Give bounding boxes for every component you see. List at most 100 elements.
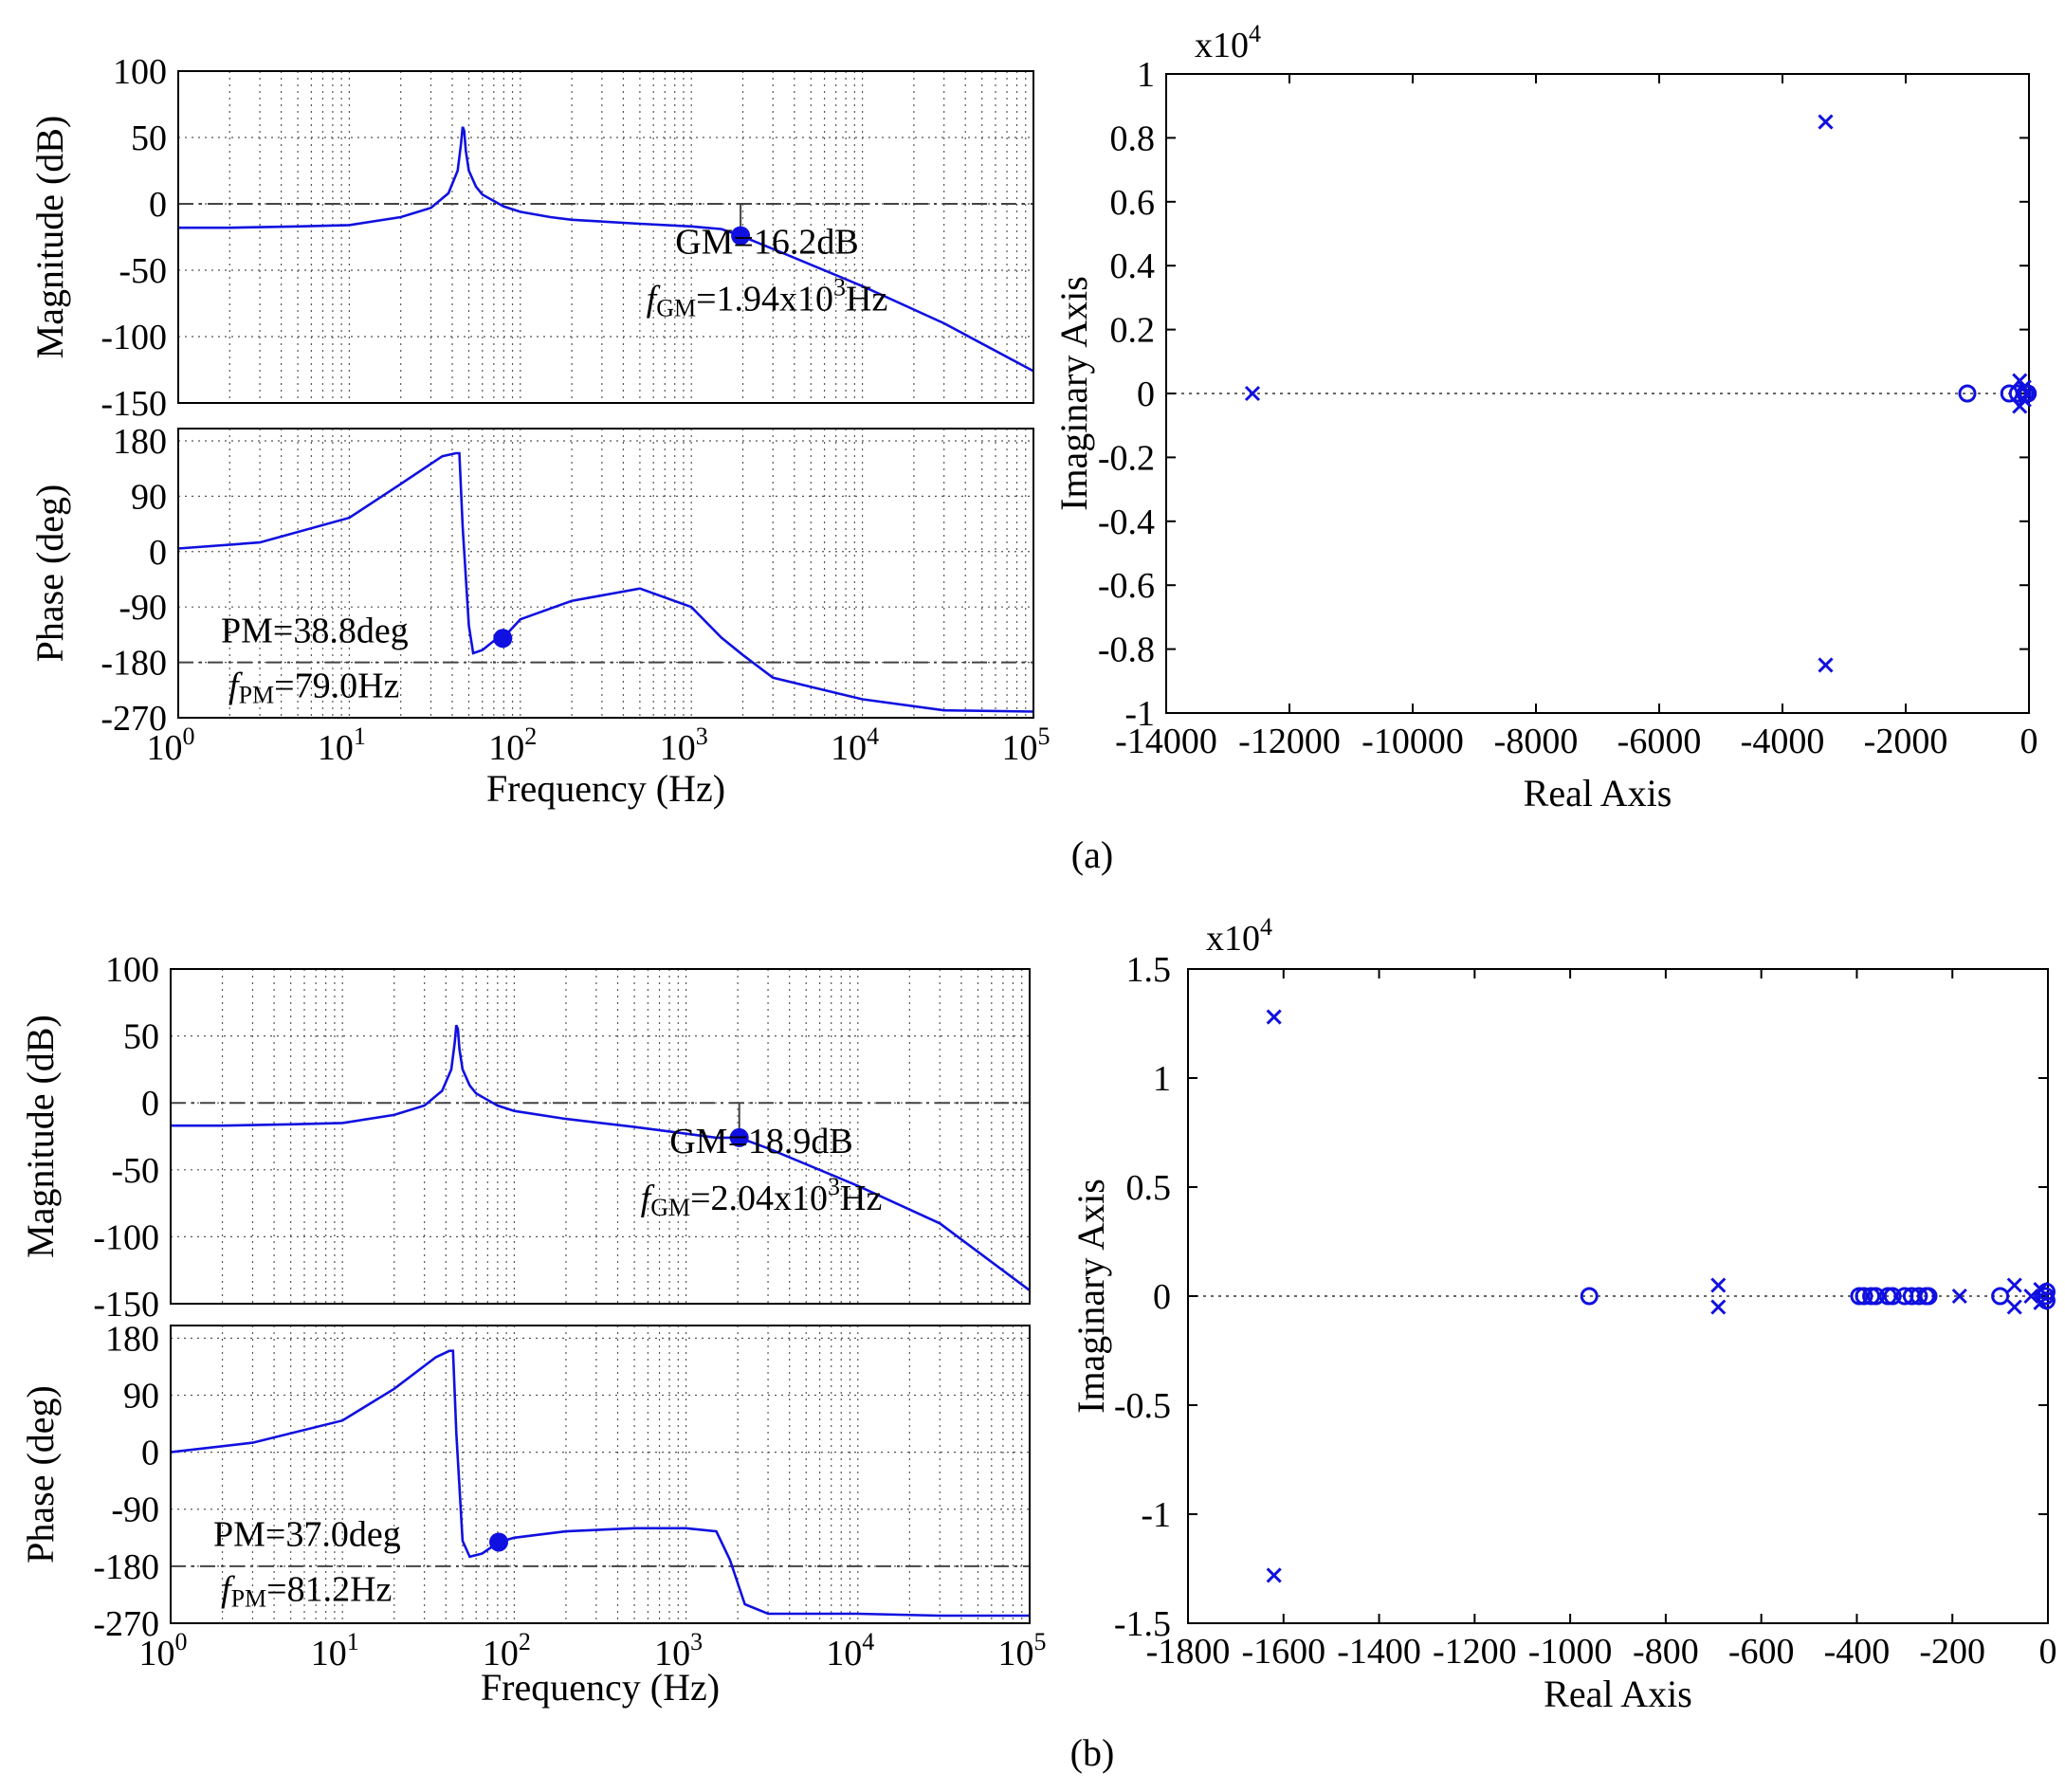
b_pz-pole xyxy=(1710,1277,1727,1293)
fgm-unit: Hz xyxy=(840,1179,882,1218)
b_bode-magnitude-ytick: -100 xyxy=(93,1217,159,1257)
b_pz-scale-label-base: x10 xyxy=(1206,919,1260,959)
a_pz-pole xyxy=(1818,114,1834,130)
a_pz-zero xyxy=(2019,384,2038,403)
b_pz-ytick: 1 xyxy=(1153,1059,1171,1099)
a_pz-ytick: 0.4 xyxy=(1110,247,1156,286)
b_pz-pole xyxy=(2006,1299,2022,1315)
b_bode-magnitude-curve xyxy=(171,1024,1031,1291)
a_pz-ytick: 0.6 xyxy=(1110,183,1156,223)
a_bode-magnitude-ytick: -50 xyxy=(119,251,167,291)
a_bode-xtick-exp: 2 xyxy=(524,722,537,750)
b_pz-pole xyxy=(1266,1009,1282,1025)
caption-b: (b) xyxy=(1070,1731,1115,1774)
a_bode-gm-text: GM=16.2dB xyxy=(675,223,859,263)
b_pz-ytick: -1.5 xyxy=(1114,1604,1171,1644)
a_bode-phase-frame xyxy=(177,428,1034,719)
a_bode-xtick: 105 xyxy=(1002,722,1051,768)
a_pz-xtick: -2000 xyxy=(1864,722,1948,761)
b_pz-pole xyxy=(1710,1299,1727,1315)
a_bode-xtick-base: 10 xyxy=(318,728,354,768)
a_pz-zero xyxy=(1958,384,1977,403)
a_bode-magnitude-ytick: -150 xyxy=(101,384,167,424)
a_bode-magnitude-ytick: 0 xyxy=(149,185,167,225)
b_bode-gm-marker xyxy=(729,1127,749,1147)
a_bode-magnitude-ylabel: Magnitude (dB) xyxy=(28,116,71,359)
fgm-exp: 3 xyxy=(828,1173,840,1200)
b_bode-xtick-base: 10 xyxy=(311,1634,347,1673)
b_bode-magnitude-ytick: -150 xyxy=(93,1285,159,1325)
b_bode-phase-ylabel: Phase (deg) xyxy=(19,1385,62,1563)
a_pz-pole xyxy=(1244,385,1261,402)
a_bode-xtick-base: 10 xyxy=(1002,728,1038,768)
b_pz-ylabel: Imaginary Axis xyxy=(1069,1179,1112,1414)
b_pz-xtick: 0 xyxy=(2039,1632,2057,1672)
a_bode-xtick-exp: 4 xyxy=(867,722,879,750)
b_bode-xtick-base: 10 xyxy=(826,1634,862,1673)
a_pz-zero xyxy=(2008,384,2027,403)
b_bode-magnitude-ytick: 50 xyxy=(123,1017,159,1057)
fgm-exp: 3 xyxy=(833,274,846,302)
b_bode-fgm-text: fGM=2.04x103Hz xyxy=(641,1173,883,1221)
b_pz-ytick: -1 xyxy=(1141,1495,1171,1535)
a_bode-xtick-exp: 1 xyxy=(354,722,366,750)
a_bode-phase-ytick: 180 xyxy=(113,422,167,462)
b_pz-scale-label-exp: 4 xyxy=(1260,913,1272,941)
b_pz-xtick: -1600 xyxy=(1241,1632,1325,1672)
a_bode-xtick: 104 xyxy=(831,722,879,768)
b_bode-xtick-exp: 3 xyxy=(690,1628,703,1655)
a_bode-magnitude-ytick: 100 xyxy=(113,52,167,92)
a_pz-ytick: -0.2 xyxy=(1098,438,1155,478)
a_bode-phase-ytick: -180 xyxy=(101,644,167,684)
b_bode-xlabel: Frequency (Hz) xyxy=(481,1666,720,1709)
b_pz-zero xyxy=(1580,1287,1599,1306)
a_bode-xtick-base: 10 xyxy=(488,728,524,768)
a_bode-fpm-text: fPM=79.0Hz xyxy=(228,667,399,709)
b_pz-pole xyxy=(1266,1567,1282,1583)
a_bode-xtick: 102 xyxy=(488,722,537,768)
a_pz-ytick: 0 xyxy=(1137,375,1155,414)
b_bode-xtick-exp: 4 xyxy=(862,1628,874,1655)
b_pz-zero xyxy=(1910,1287,1928,1306)
a_bode-magnitude-ytick: -100 xyxy=(101,318,167,357)
a_bode-xtick-base: 10 xyxy=(660,728,696,768)
b_bode-xtick-exp: 1 xyxy=(347,1628,359,1655)
a_pz-ytick: -0.4 xyxy=(1098,503,1155,542)
b_pz-xtick: -1800 xyxy=(1146,1632,1231,1672)
fpm-val: =79.0Hz xyxy=(274,667,399,706)
a_bode-phase-ytick: 90 xyxy=(131,477,167,517)
a_pz-xtick: -14000 xyxy=(1115,722,1217,761)
a_pz-ytick: 0.2 xyxy=(1110,311,1156,351)
b_bode-xtick: 103 xyxy=(654,1628,703,1673)
b_pz-ytick: 0 xyxy=(1153,1277,1171,1317)
b_pz-ytick: 1.5 xyxy=(1126,950,1172,990)
a_bode-xtick: 100 xyxy=(147,722,195,768)
b_bode-fpm-text: fPM=81.2Hz xyxy=(221,1569,392,1612)
fpm-val: =81.2Hz xyxy=(266,1569,392,1609)
b_pz-ytick: -0.5 xyxy=(1114,1386,1171,1426)
a_pz-ytick: -0.8 xyxy=(1098,631,1155,670)
b_bode-xtick: 101 xyxy=(311,1628,359,1673)
b_pz-zero xyxy=(1919,1287,1938,1306)
b_pz-xtick: -800 xyxy=(1633,1632,1699,1672)
a_pz-xtick: -12000 xyxy=(1238,722,1341,761)
b_pz-xtick: -1000 xyxy=(1528,1632,1613,1672)
a_bode-pm-text: PM=38.8deg xyxy=(221,612,409,651)
b_bode-xtick-base: 10 xyxy=(998,1634,1034,1673)
b_bode-magnitude-frame xyxy=(170,968,1031,1305)
b_bode-magnitude-ytick: 0 xyxy=(141,1084,159,1124)
a_pz-xtick: -8000 xyxy=(1494,722,1579,761)
b_bode-xtick-exp: 2 xyxy=(519,1628,531,1655)
b_pz-zero xyxy=(1883,1287,1902,1306)
a_bode-phase-ylabel: Phase (deg) xyxy=(28,485,71,663)
b_bode-phase-ytick: 180 xyxy=(105,1319,159,1359)
caption-a: (a) xyxy=(1071,833,1113,876)
b_bode-phase-ytick: 90 xyxy=(123,1376,159,1416)
a_pz-ytick: 0.8 xyxy=(1110,119,1156,158)
a_bode-xtick-exp: 3 xyxy=(696,722,708,750)
fpm-sub: PM xyxy=(239,682,275,709)
a_bode-xtick-exp: 0 xyxy=(183,722,195,750)
b_pz-xtick: -1200 xyxy=(1433,1632,1517,1672)
b_bode-magnitude-ytick: 100 xyxy=(105,950,159,990)
